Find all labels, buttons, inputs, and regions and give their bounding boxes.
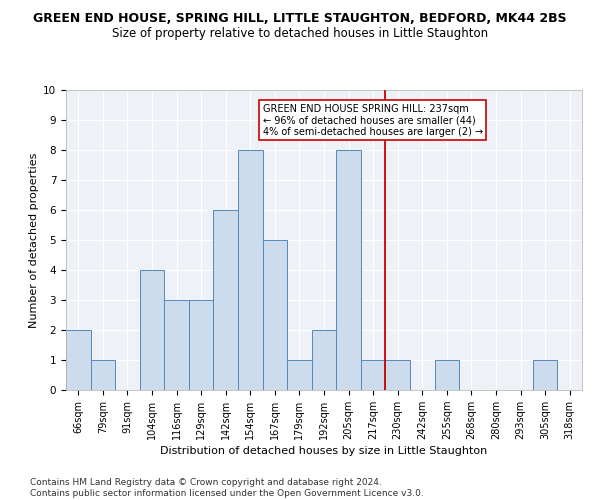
Text: Size of property relative to detached houses in Little Staughton: Size of property relative to detached ho… bbox=[112, 28, 488, 40]
Bar bbox=[238, 150, 263, 390]
Bar bbox=[140, 270, 164, 390]
X-axis label: Distribution of detached houses by size in Little Staughton: Distribution of detached houses by size … bbox=[160, 446, 488, 456]
Bar bbox=[214, 210, 238, 390]
Bar bbox=[312, 330, 336, 390]
Bar bbox=[336, 150, 361, 390]
Bar bbox=[263, 240, 287, 390]
Text: GREEN END HOUSE, SPRING HILL, LITTLE STAUGHTON, BEDFORD, MK44 2BS: GREEN END HOUSE, SPRING HILL, LITTLE STA… bbox=[33, 12, 567, 26]
Bar bbox=[434, 360, 459, 390]
Bar bbox=[164, 300, 189, 390]
Bar bbox=[189, 300, 214, 390]
Bar bbox=[361, 360, 385, 390]
Bar bbox=[533, 360, 557, 390]
Bar bbox=[385, 360, 410, 390]
Text: GREEN END HOUSE SPRING HILL: 237sqm
← 96% of detached houses are smaller (44)
4%: GREEN END HOUSE SPRING HILL: 237sqm ← 96… bbox=[263, 104, 482, 136]
Bar bbox=[287, 360, 312, 390]
Y-axis label: Number of detached properties: Number of detached properties bbox=[29, 152, 39, 328]
Bar bbox=[66, 330, 91, 390]
Text: Contains HM Land Registry data © Crown copyright and database right 2024.
Contai: Contains HM Land Registry data © Crown c… bbox=[30, 478, 424, 498]
Bar bbox=[91, 360, 115, 390]
